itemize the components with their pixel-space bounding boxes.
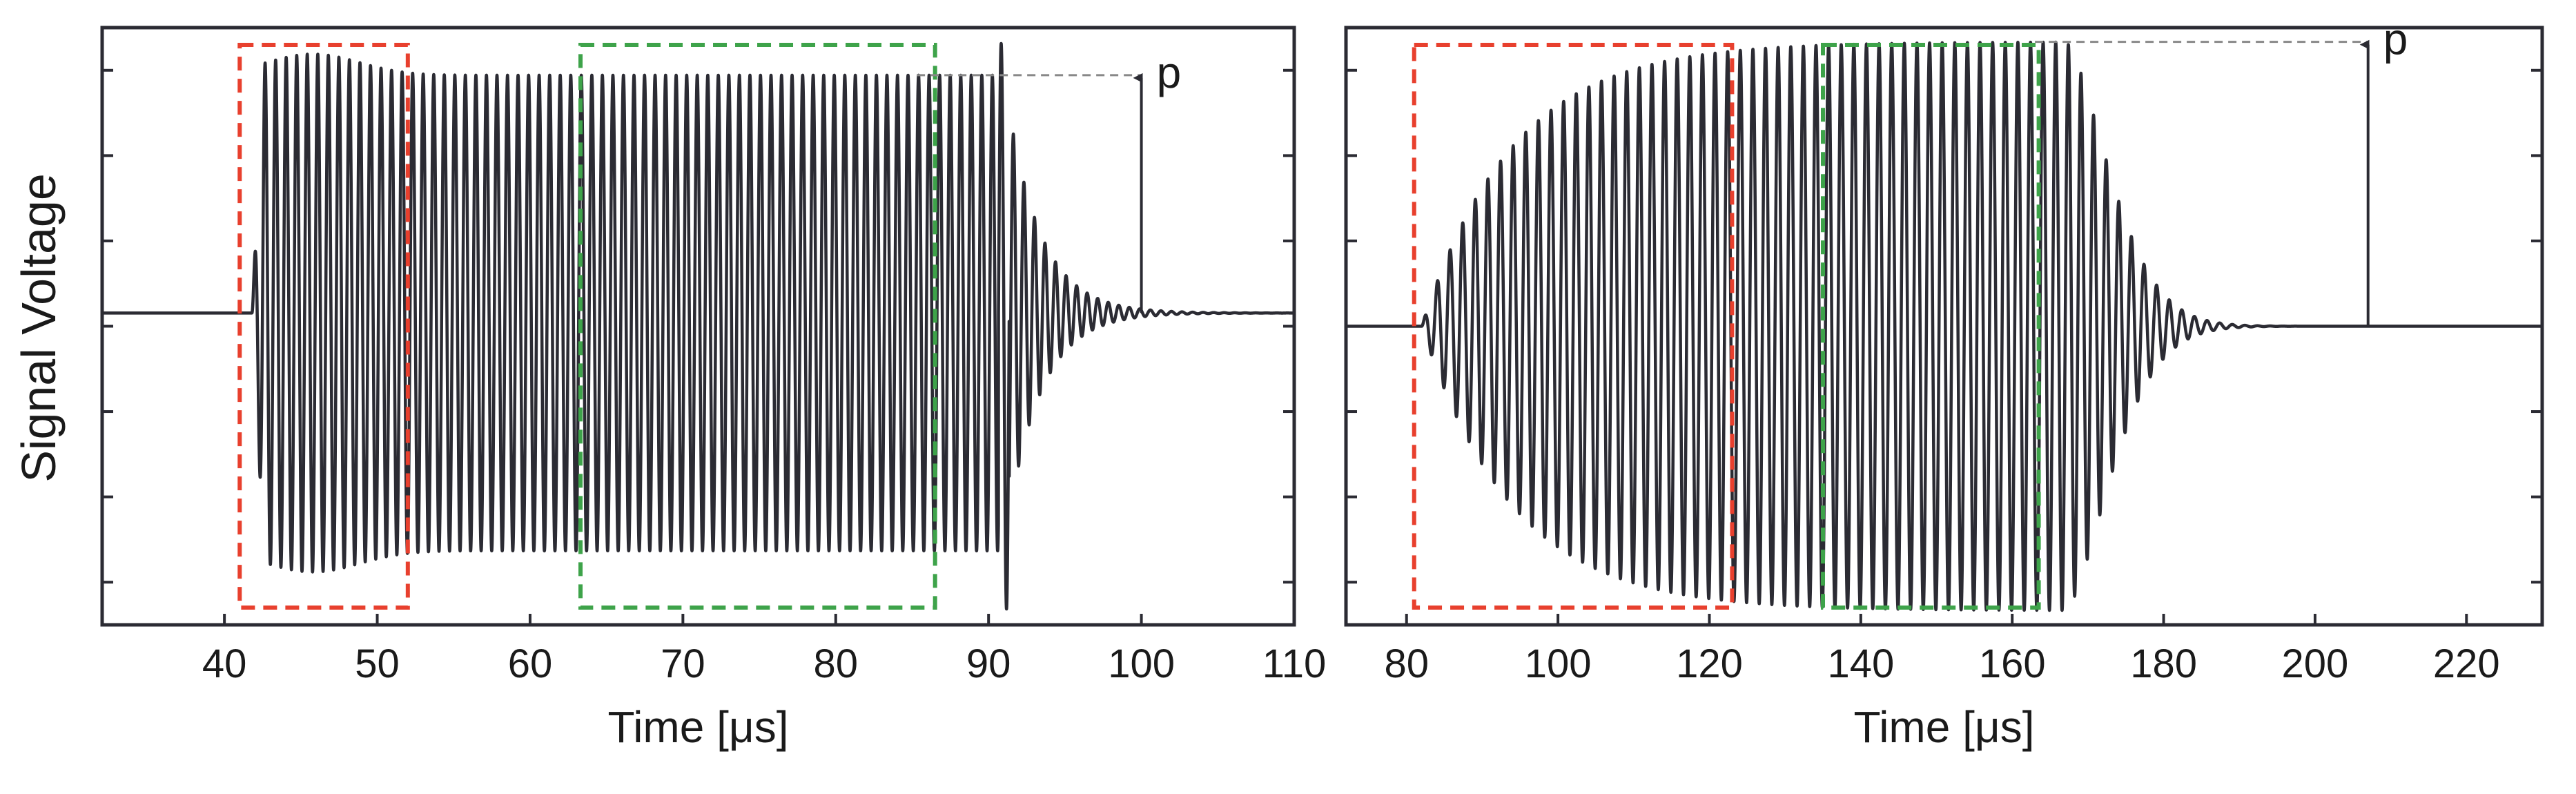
x-tick-label: 50 bbox=[355, 641, 400, 686]
right-peak-label: p bbox=[2383, 14, 2408, 64]
x-tick-label: 160 bbox=[1979, 641, 2046, 686]
left-annotation: p bbox=[917, 48, 1181, 313]
x-tick-label: 120 bbox=[1676, 641, 1743, 686]
red-dashed-box bbox=[237, 43, 410, 610]
red-dashed-box bbox=[1412, 43, 1735, 610]
green-dashed-box bbox=[578, 43, 937, 610]
x-tick-label: 100 bbox=[1108, 641, 1175, 686]
signal-trace bbox=[100, 41, 1296, 611]
right-annotation: p bbox=[2035, 14, 2408, 327]
x-tick-label: 180 bbox=[2130, 641, 2197, 686]
x-tick-label: 70 bbox=[661, 641, 705, 686]
y-axis-label: Signal Voltage bbox=[12, 173, 66, 483]
x-tick-label: 140 bbox=[1827, 641, 1894, 686]
right-boxes bbox=[1412, 43, 2041, 610]
right-panel: p 80 100 120 140 160 180 200 220 Time [μs] bbox=[1344, 14, 2544, 752]
x-tick-label: 60 bbox=[508, 641, 553, 686]
x-tick-label: 90 bbox=[966, 641, 1011, 686]
green-dashed-box bbox=[1821, 43, 2041, 610]
x-tick-label: 220 bbox=[2433, 641, 2500, 686]
x-tick-label: 40 bbox=[202, 641, 247, 686]
left-boxes bbox=[237, 43, 937, 610]
left-x-axis-label: Time [μs] bbox=[607, 702, 788, 752]
right-signal bbox=[1344, 40, 2544, 612]
right-x-axis-label: Time [μs] bbox=[1853, 702, 2034, 752]
left-ticks: 40 50 60 70 80 90 100 110 bbox=[102, 68, 1326, 686]
left-signal bbox=[100, 41, 1296, 611]
signal-trace bbox=[1344, 40, 2544, 612]
x-tick-label: 80 bbox=[814, 641, 859, 686]
right-ticks: 80 100 120 140 160 180 200 220 bbox=[1346, 68, 2542, 686]
left-peak-label: p bbox=[1157, 48, 1182, 97]
x-tick-label: 110 bbox=[1262, 641, 1326, 686]
x-tick-label: 200 bbox=[2282, 641, 2349, 686]
left-panel: p 40 50 60 70 80 90 100 110 Time [μs] bbox=[100, 26, 1326, 752]
x-tick-label: 80 bbox=[1384, 641, 1429, 686]
x-tick-label: 100 bbox=[1525, 641, 1592, 686]
